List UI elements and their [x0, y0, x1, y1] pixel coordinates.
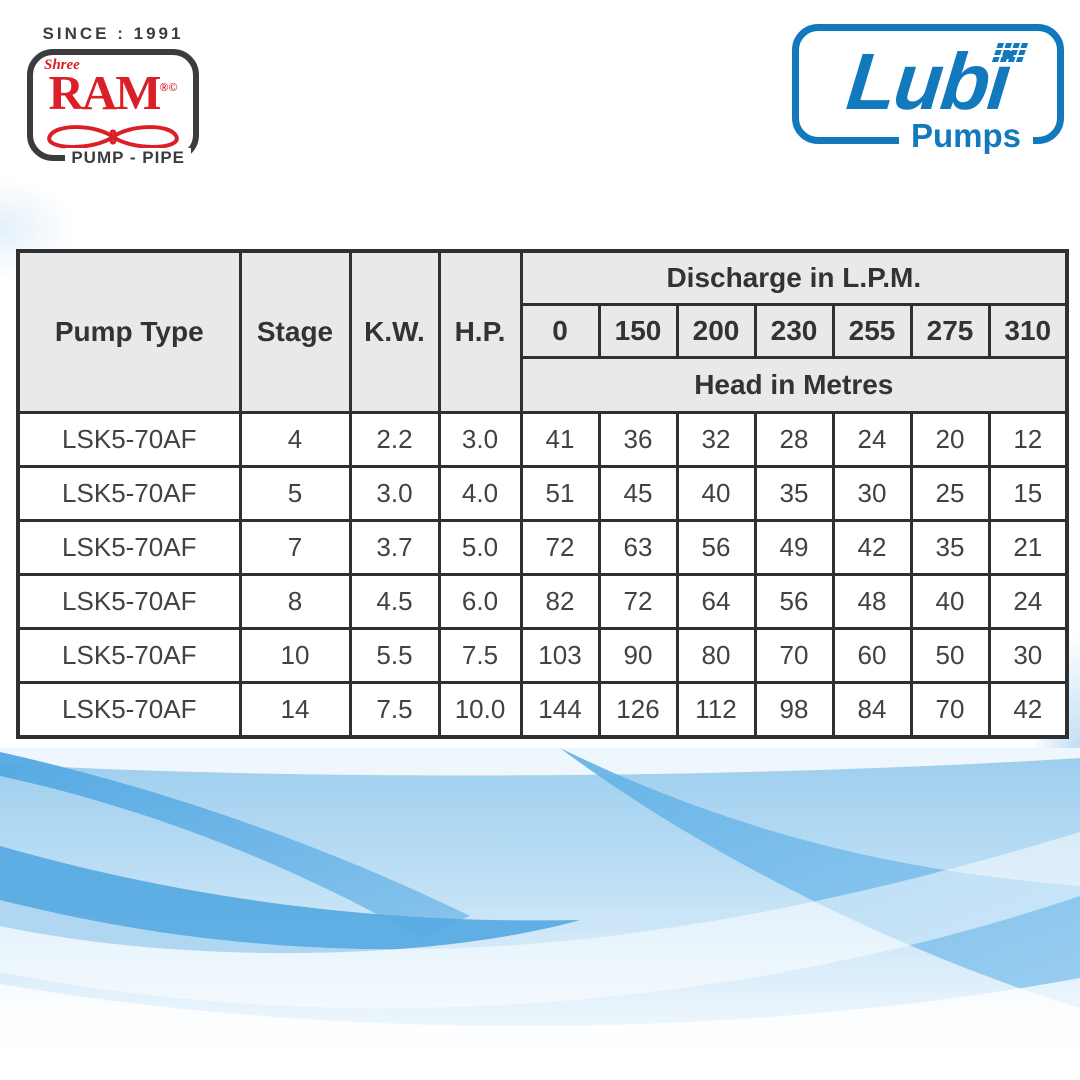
head-value-cell: 32 — [675, 411, 757, 468]
discharge-value-header: 0 — [519, 303, 601, 359]
lubi-tagline: Pumps — [898, 117, 1033, 155]
hp-cell: 6.0 — [437, 573, 523, 630]
table-row: LSK5-70AF 4 2.2 3.0 41 36 32 28 24 20 12 — [16, 411, 1069, 468]
discharge-value-header: 230 — [753, 303, 835, 359]
head-value-cell: 28 — [753, 411, 835, 468]
head-value-cell: 98 — [753, 681, 835, 739]
head-value-cell: 49 — [753, 519, 835, 576]
head-value-cell: 15 — [987, 465, 1069, 522]
head-value-cell: 90 — [597, 627, 679, 684]
hp-cell: 3.0 — [437, 411, 523, 468]
stage-cell: 4 — [238, 411, 352, 468]
stage-cell: 14 — [238, 681, 352, 739]
col-header-kw: K.W. — [348, 249, 441, 414]
discharge-header: Discharge in L.P.M. — [519, 249, 1069, 306]
head-value-cell: 82 — [519, 573, 601, 630]
col-header-pump-type: Pump Type — [16, 249, 242, 414]
head-value-cell: 56 — [675, 519, 757, 576]
kw-cell: 3.0 — [348, 465, 441, 522]
head-value-cell: 36 — [597, 411, 679, 468]
ram-swirl-flourish — [47, 125, 179, 149]
head-value-cell: 50 — [909, 627, 991, 684]
table-row: LSK5-70AF 5 3.0 4.0 51 45 40 35 30 25 15 — [16, 465, 1069, 522]
head-value-cell: 24 — [831, 411, 913, 468]
head-value-cell: 80 — [675, 627, 757, 684]
head-value-cell: 72 — [519, 519, 601, 576]
hp-cell: 4.0 — [437, 465, 523, 522]
hp-cell: 5.0 — [437, 519, 523, 576]
discharge-value-header: 310 — [987, 303, 1069, 359]
head-value-cell: 112 — [675, 681, 757, 739]
head-value-cell: 42 — [831, 519, 913, 576]
head-value-cell: 24 — [987, 573, 1069, 630]
head-value-cell: 70 — [909, 681, 991, 739]
head-value-cell: 84 — [831, 681, 913, 739]
table-row: LSK5-70AF 14 7.5 10.0 144 126 112 98 84 70 42 — [16, 681, 1069, 739]
pump-type-cell: LSK5-70AF — [16, 681, 242, 739]
stage-cell: 7 — [238, 519, 352, 576]
head-value-cell: 72 — [597, 573, 679, 630]
head-in-metres-header: Head in Metres — [519, 356, 1069, 414]
kw-cell: 4.5 — [348, 573, 441, 630]
head-value-cell: 42 — [987, 681, 1069, 739]
head-value-cell: 64 — [675, 573, 757, 630]
hp-cell: 10.0 — [437, 681, 523, 739]
table-row: LSK5-70AF 7 3.7 5.0 72 63 56 49 42 35 21 — [16, 519, 1069, 576]
kw-cell: 7.5 — [348, 681, 441, 739]
since-text: SINCE : 1991 — [42, 24, 184, 43]
ram-logo-box: Shree RAM®© PUMP - PIPE — [27, 49, 199, 168]
kw-cell: 5.5 — [348, 627, 441, 684]
pump-type-cell: LSK5-70AF — [16, 411, 242, 468]
head-value-cell: 12 — [987, 411, 1069, 468]
head-value-cell: 35 — [753, 465, 835, 522]
table-row: LSK5-70AF 10 5.5 7.5 103 90 80 70 60 50 30 — [16, 627, 1069, 684]
pump-spec-table: Pump Type Stage K.W. H.P. Discharge in L… — [16, 249, 1070, 739]
discharge-value-header: 200 — [675, 303, 757, 359]
head-value-cell: 103 — [519, 627, 601, 684]
head-value-cell: 30 — [987, 627, 1069, 684]
head-value-cell: 45 — [597, 465, 679, 522]
head-value-cell: 40 — [675, 465, 757, 522]
head-value-cell: 63 — [597, 519, 679, 576]
stage-cell: 8 — [238, 573, 352, 630]
wave-background — [0, 748, 1080, 1080]
discharge-value-header: 275 — [909, 303, 991, 359]
kw-cell: 3.7 — [348, 519, 441, 576]
head-value-cell: 41 — [519, 411, 601, 468]
pump-type-cell: LSK5-70AF — [16, 519, 242, 576]
stage-cell: 5 — [238, 465, 352, 522]
pump-type-cell: LSK5-70AF — [16, 627, 242, 684]
head-value-cell: 21 — [987, 519, 1069, 576]
head-value-cell: 25 — [909, 465, 991, 522]
kw-cell: 2.2 — [348, 411, 441, 468]
head-value-cell: 40 — [909, 573, 991, 630]
head-value-cell: 56 — [753, 573, 835, 630]
ram-tagline: PUMP - PIPE — [65, 148, 191, 168]
shree-text: Shree — [44, 57, 80, 73]
pump-type-cell: LSK5-70AF — [16, 573, 242, 630]
head-value-cell: 126 — [597, 681, 679, 739]
col-header-stage: Stage — [238, 249, 352, 414]
pump-type-cell: LSK5-70AF — [16, 465, 242, 522]
ram-wordmark: RAM®© — [48, 65, 178, 120]
discharge-value-header: 255 — [831, 303, 913, 359]
col-header-hp: H.P. — [437, 249, 523, 414]
discharge-value-header: 150 — [597, 303, 679, 359]
head-value-cell: 70 — [753, 627, 835, 684]
head-value-cell: 30 — [831, 465, 913, 522]
head-value-cell: 144 — [519, 681, 601, 739]
head-value-cell: 48 — [831, 573, 913, 630]
table-row: LSK5-70AF 8 4.5 6.0 82 72 64 56 48 40 24 — [16, 573, 1069, 630]
hp-cell: 7.5 — [437, 627, 523, 684]
lubi-logo: Lubi Pumps — [792, 24, 1064, 155]
head-value-cell: 20 — [909, 411, 991, 468]
trademark-marks: ®© — [159, 80, 178, 94]
grid-icon — [991, 43, 1029, 62]
head-value-cell: 60 — [831, 627, 913, 684]
stage-cell: 10 — [238, 627, 352, 684]
head-value-cell: 51 — [519, 465, 601, 522]
shree-ram-logo: SINCE : 1991 Shree RAM®© PUMP - PIPE — [27, 24, 199, 168]
head-value-cell: 35 — [909, 519, 991, 576]
